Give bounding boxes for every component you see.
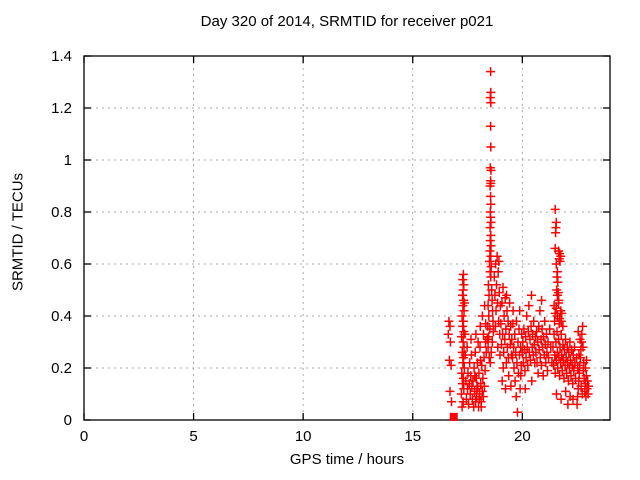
y-tick-label: 1 (64, 152, 72, 169)
chart-title: Day 320 of 2014, SRMTID for receiver p02… (200, 13, 494, 30)
series-SRMTID (443, 67, 593, 417)
x-tick-label: 20 (514, 428, 531, 445)
plus-markers (443, 67, 593, 417)
x-tick-label: 5 (189, 428, 197, 445)
y-tick-labels: 0 0.2 0.4 0.6 0.8 1 1.2 1.4 (51, 48, 72, 429)
series-start-point (449, 412, 458, 421)
tick-marks (83, 55, 610, 421)
x-tick-labels: 0 5 10 15 20 (80, 428, 531, 445)
x-tick-label: 15 (404, 428, 421, 445)
plot-border (83, 55, 611, 421)
y-tick-label: 1.2 (51, 100, 72, 117)
x-axis-label: GPS time / hours (289, 451, 405, 468)
y-tick-label: 0.8 (51, 204, 72, 221)
y-tick-label: 0 (64, 412, 72, 429)
y-tick-label: 0.2 (51, 360, 72, 377)
x-tick-label: 0 (80, 428, 88, 445)
x-tick-label: 10 (295, 428, 312, 445)
y-tick-label: 1.4 (51, 48, 72, 65)
square-marker (449, 412, 458, 421)
y-tick-label: 0.6 (51, 256, 72, 273)
y-tick-label: 0.4 (51, 308, 72, 325)
